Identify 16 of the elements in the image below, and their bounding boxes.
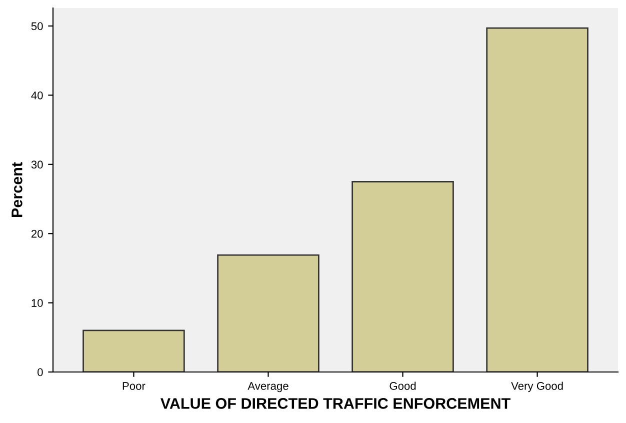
y-tick-label: 10	[32, 299, 43, 307]
bar	[486, 27, 588, 372]
bar	[217, 254, 320, 372]
y-tick-label: 40	[31, 91, 43, 100]
x-tick-label: Poor	[122, 382, 146, 390]
y-tick-label: 20	[31, 230, 43, 238]
y-tick-label: 50	[31, 22, 43, 30]
bar	[82, 330, 185, 372]
x-tick-label: Average	[248, 382, 288, 392]
x-tick-label: Very Good	[511, 382, 563, 392]
y-tick-label: 0	[38, 368, 43, 376]
bar	[352, 181, 454, 372]
x-axis-title: VALUE OF DIRECTED TRAFFIC ENFORCEMENT	[160, 398, 510, 409]
y-axis-title: Percent	[12, 162, 22, 217]
x-tick-label: Good	[390, 382, 416, 390]
y-tick-label: 30	[31, 160, 43, 169]
